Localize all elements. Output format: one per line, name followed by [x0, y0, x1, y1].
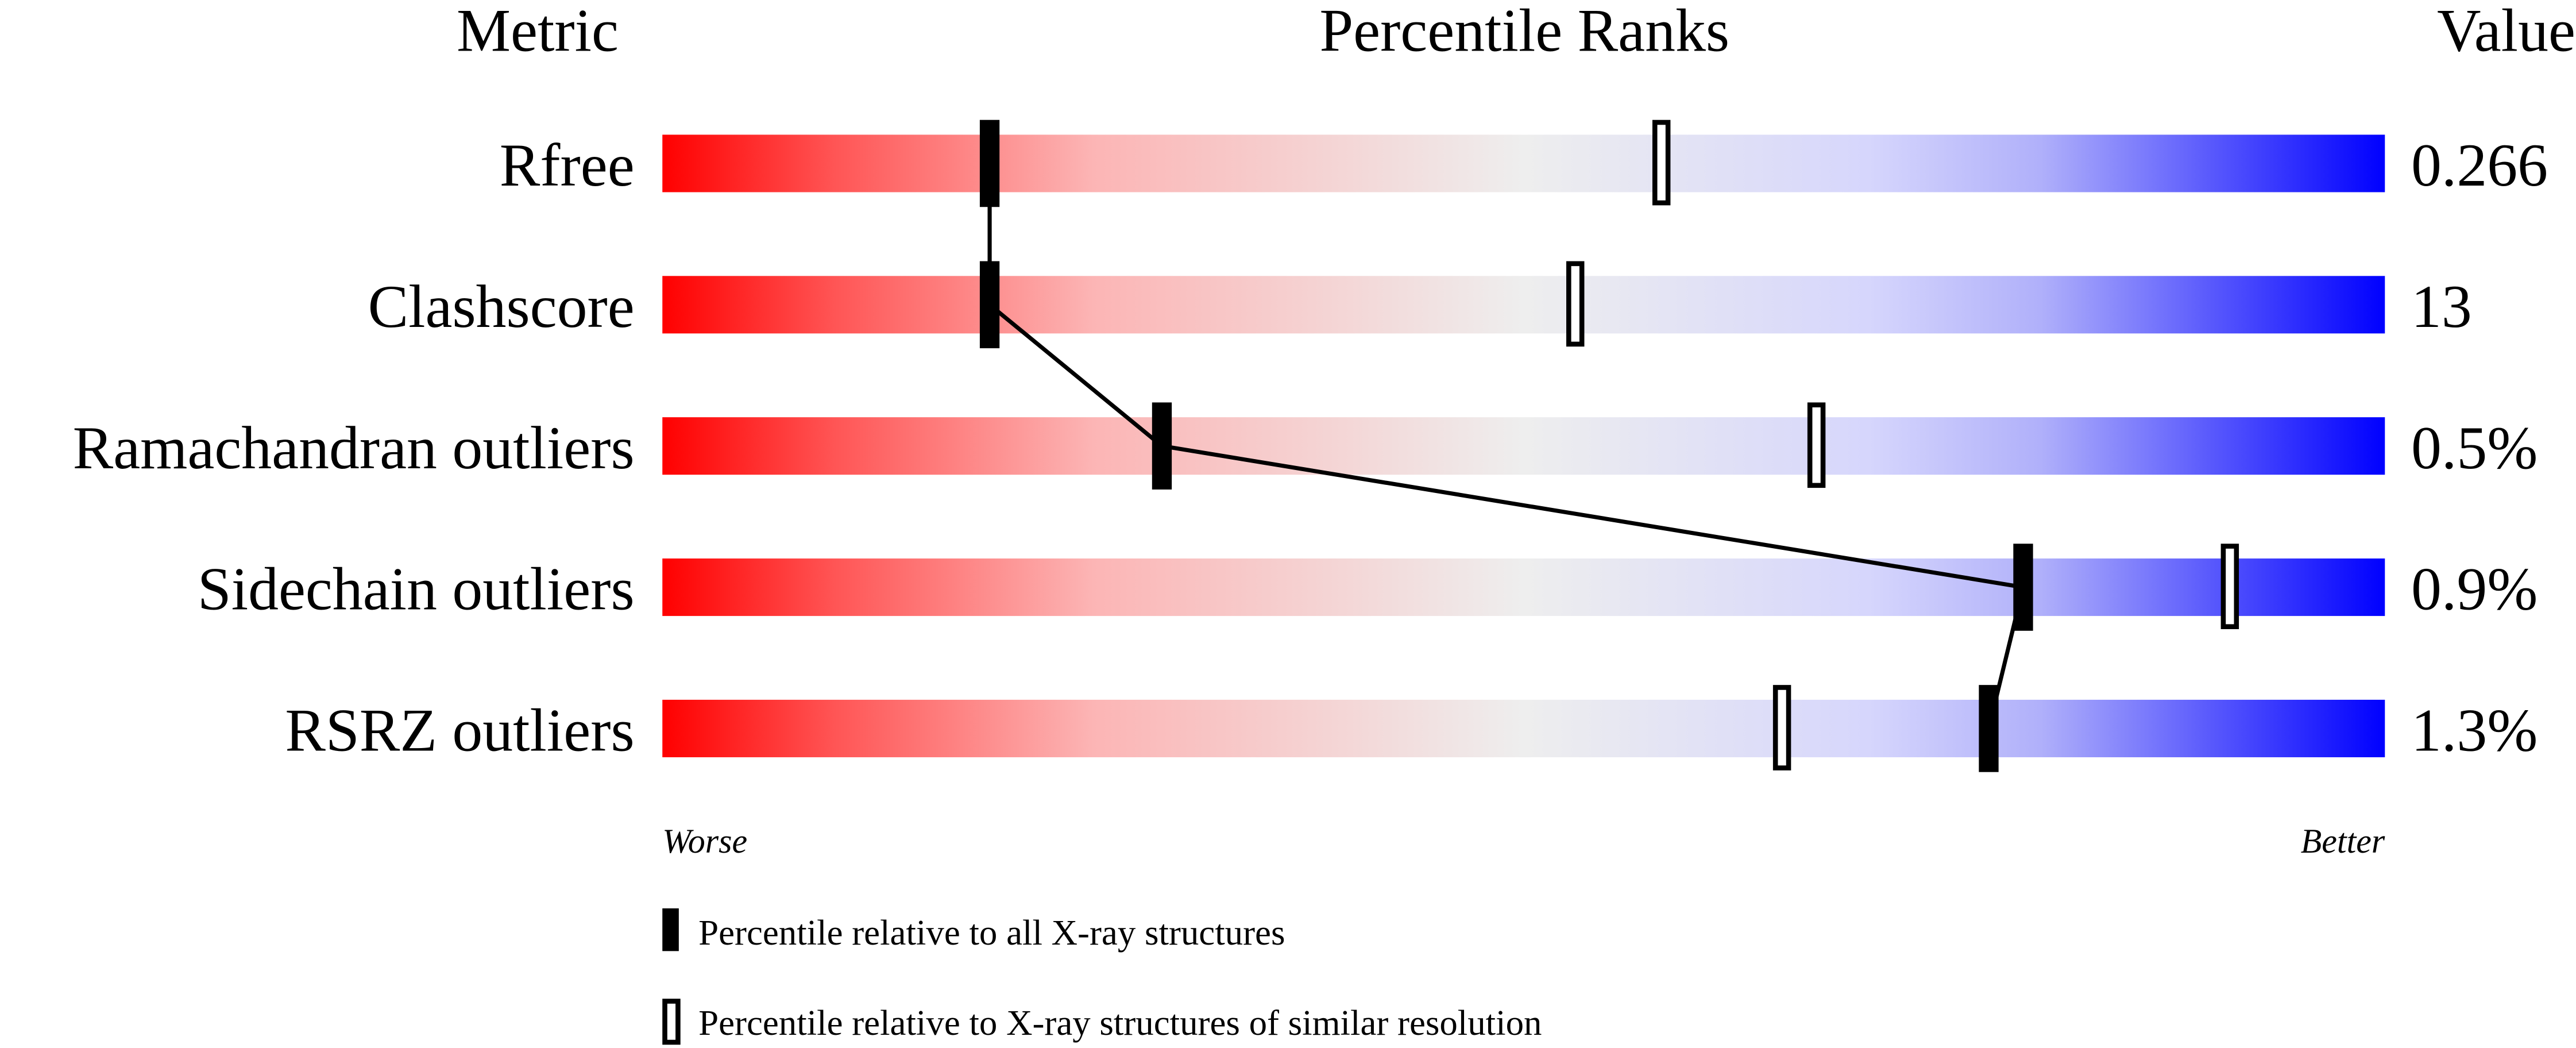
legend-label-similar: Percentile relative to X-ray structures …: [698, 1003, 1542, 1043]
metric-label: Ramachandran outliers: [73, 414, 635, 481]
axis-label-worse: Worse: [662, 822, 747, 860]
percentile-all-marker: [979, 120, 1000, 207]
percentile-similar-marker: [1652, 120, 1671, 206]
percentile-similar-marker: [2220, 544, 2239, 629]
metric-label: Sidechain outliers: [198, 556, 635, 623]
percentile-similar-marker: [1807, 402, 1826, 488]
percentile-similar-marker: [1772, 685, 1791, 770]
header-value: Value: [2437, 0, 2575, 64]
header-percentile-ranks: Percentile Ranks: [1319, 0, 1729, 64]
legend-filled-marker: [662, 908, 679, 951]
connector-line: [1161, 444, 2024, 590]
legend-open-marker: [662, 999, 681, 1045]
metric-value: 0.266: [2411, 132, 2548, 199]
percentile-all-marker: [1152, 402, 1172, 490]
metric-value: 1.3%: [2411, 697, 2538, 764]
percentile-all-marker: [979, 261, 1000, 349]
gradient-bar: [662, 417, 2385, 475]
metric-value: 0.5%: [2411, 414, 2538, 481]
percentile-similar-marker: [1566, 261, 1585, 347]
metric-label: RSRZ outliers: [285, 697, 634, 764]
axis-label-better: Better: [2301, 822, 2385, 860]
metric-label: Rfree: [500, 132, 635, 199]
header-metric: Metric: [457, 0, 619, 64]
metric-value: 0.9%: [2411, 556, 2538, 623]
gradient-bar: [662, 134, 2385, 192]
percentile-all-marker: [2013, 544, 2033, 631]
legend-label-all: Percentile relative to all X-ray structu…: [698, 912, 1285, 953]
metric-label: Clashscore: [368, 273, 635, 340]
gradient-bar: [662, 276, 2385, 334]
gradient-bar: [662, 558, 2385, 617]
connector-line: [988, 303, 1164, 448]
metric-value: 13: [2411, 273, 2472, 340]
gradient-bar: [662, 699, 2385, 757]
percentile-all-marker: [1979, 685, 1999, 772]
